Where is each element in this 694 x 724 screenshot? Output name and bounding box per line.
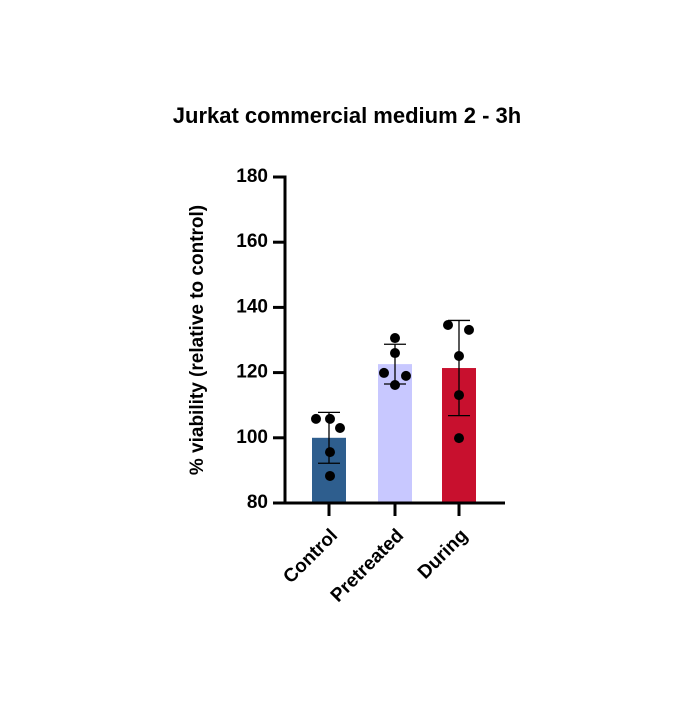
- data-point: [443, 320, 453, 331]
- data-point: [464, 324, 474, 335]
- data-point: [325, 470, 335, 481]
- data-point: [454, 350, 464, 361]
- y-axis-label: % viability (relative to control): [187, 205, 208, 475]
- y-tick-label: 100: [236, 427, 268, 448]
- y-tick-label: 120: [236, 362, 268, 383]
- data-point: [325, 413, 335, 424]
- data-point: [390, 348, 400, 359]
- data-point: [325, 447, 335, 458]
- y-tick-label: 180: [236, 166, 268, 187]
- data-point: [454, 433, 464, 444]
- y-tick-label: 160: [236, 231, 268, 252]
- data-point: [379, 367, 389, 378]
- x-tick-label: During: [414, 525, 472, 583]
- data-point: [390, 333, 400, 344]
- data-point: [401, 370, 411, 381]
- y-tick-label: 80: [247, 492, 268, 513]
- data-point: [335, 423, 345, 434]
- data-point: [311, 413, 321, 424]
- x-tick-label: Control: [279, 525, 342, 588]
- chart-title: Jurkat commercial medium 2 - 3h: [173, 103, 521, 128]
- y-tick-label: 140: [236, 296, 268, 317]
- data-point: [454, 390, 464, 401]
- data-point: [390, 379, 400, 390]
